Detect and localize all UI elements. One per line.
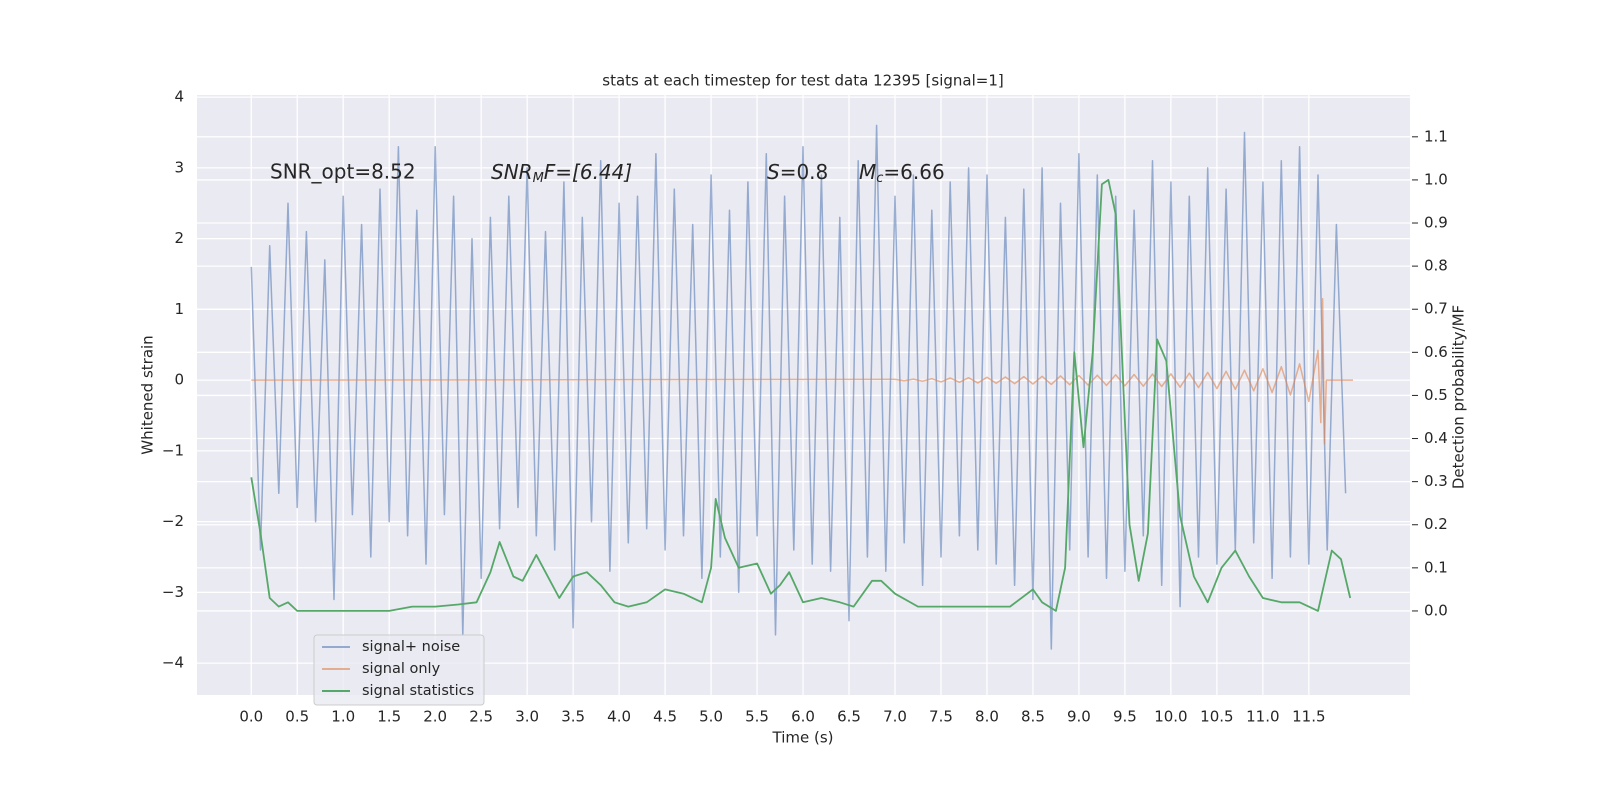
x-tick-label: 6.5: [837, 708, 861, 726]
x-axis-label: Time (s): [772, 729, 834, 747]
y-tick-label: 1: [174, 300, 184, 318]
annotation-part: SNR: [491, 160, 533, 184]
series-line: [250, 179, 1352, 612]
annotation: SNR_opt=8.52: [270, 160, 416, 184]
x-tick-label: 0.0: [239, 708, 263, 726]
annotations: SNR_opt=8.52 SNRMF=[6.44] S=0.8 Mc=6.66: [270, 160, 945, 186]
annotation-part: S: [767, 160, 780, 184]
x-tick-label: 1.0: [331, 708, 355, 726]
y2-axis-label: Detection probability/MF: [1450, 305, 1468, 489]
y-tick-label: 4: [174, 88, 184, 106]
y2-tick-label: 0.4: [1424, 429, 1448, 447]
annotation-part: M: [859, 160, 876, 184]
annotation-part: =6.66: [883, 160, 944, 184]
x-tick-label: 8.0: [975, 708, 999, 726]
x-tick-label: 4.0: [607, 708, 631, 726]
y2-tick-label: 0.0: [1424, 601, 1448, 619]
annotation-sub: M: [533, 171, 544, 186]
annotation: Mc=6.66: [859, 160, 945, 186]
y-tick-label: 0: [174, 371, 184, 389]
x-tick-label: 10.5: [1200, 708, 1233, 726]
annotation-part: F=[6.44]: [544, 160, 632, 184]
x-tick-label: 9.5: [1113, 708, 1137, 726]
x-tick-label: 8.5: [1021, 708, 1045, 726]
x-tick-label: 11.0: [1246, 708, 1279, 726]
y2-tick-label: 0.8: [1424, 257, 1448, 275]
x-tick-label: 5.0: [699, 708, 723, 726]
x-tick-label: 10.0: [1154, 708, 1187, 726]
x-tick-label: 11.5: [1292, 708, 1325, 726]
x-tick-label: 7.0: [883, 708, 907, 726]
annotation-part: =0.8: [780, 160, 829, 184]
y-axis-label: Whitened strain: [139, 335, 157, 454]
y-tick-label: −1: [162, 441, 184, 459]
x-tick-label: 0.5: [285, 708, 309, 726]
y2-tick-label: 1.0: [1424, 170, 1448, 188]
y2-tick-label: 0.6: [1424, 343, 1448, 361]
x-tick-label: 2.5: [469, 708, 493, 726]
y2-tick-label: 0.2: [1424, 515, 1448, 533]
annotation: S=0.8: [767, 160, 828, 184]
y-tick-label: −2: [162, 512, 184, 530]
x-tick-label: 9.0: [1067, 708, 1091, 726]
y2-tick-label: 0.1: [1424, 558, 1448, 576]
y-tick-label: 3: [174, 158, 184, 176]
annotation: SNRMF=[6.44]: [491, 160, 632, 186]
legend-label: signal statistics: [362, 683, 474, 699]
legend: signal+ noise signal only signal statistic…: [313, 634, 485, 706]
y2-tick-label: 0.9: [1424, 214, 1448, 232]
legend-label: signal+ noise: [362, 639, 460, 655]
x-tick-label: 5.5: [745, 708, 769, 726]
y2-tick-label: 0.5: [1424, 386, 1448, 404]
series-line: [250, 124, 1347, 650]
annotation-sub: c: [876, 171, 883, 186]
x-tick-label: 3.5: [561, 708, 585, 726]
legend-label: signal only: [362, 661, 441, 677]
y-tick-label: −4: [162, 654, 184, 672]
y2-tick-label: 0.3: [1424, 472, 1448, 490]
x-tick-label: 1.5: [377, 708, 401, 726]
annotation-part: F=[6.44]: [544, 160, 632, 184]
x-tick-label: 6.0: [791, 708, 815, 726]
y2-tick-label: 1.1: [1424, 127, 1448, 145]
x-tick-label: 7.5: [929, 708, 953, 726]
y-tick-label: −3: [162, 583, 184, 601]
y2-tick-label: 0.7: [1424, 300, 1448, 318]
x-tick-label: 4.5: [653, 708, 677, 726]
x-tick-label: 2.0: [423, 708, 447, 726]
series-line: [251, 298, 1353, 445]
legend-box: [313, 634, 485, 706]
chart-title: stats at each timestep for test data 123…: [602, 72, 1003, 90]
x-tick-label: 3.0: [515, 708, 539, 726]
marks: [250, 124, 1353, 650]
y-tick-label: 2: [174, 229, 184, 247]
